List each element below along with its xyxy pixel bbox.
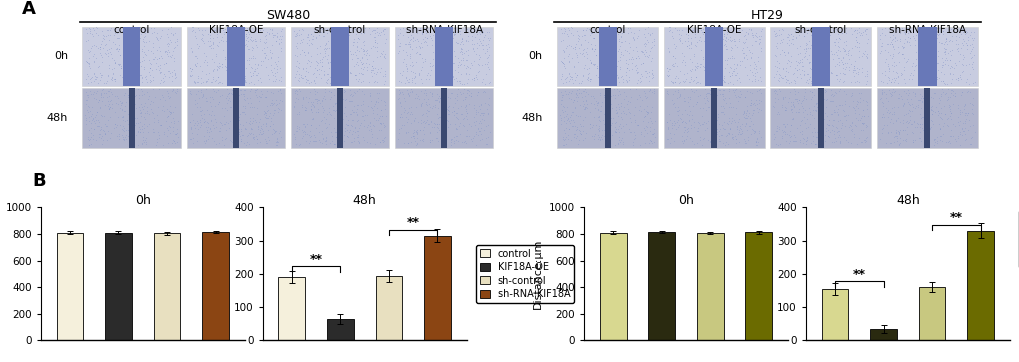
Bar bbox=[394, 27, 493, 86]
Bar bbox=[604, 88, 610, 148]
Bar bbox=[663, 88, 764, 148]
Text: **: ** bbox=[949, 211, 962, 224]
Bar bbox=[556, 27, 657, 86]
Text: 48h: 48h bbox=[47, 113, 68, 122]
Bar bbox=[599, 233, 626, 340]
Bar bbox=[817, 88, 823, 148]
Text: B: B bbox=[33, 172, 46, 190]
Bar bbox=[186, 88, 284, 148]
Text: HT29: HT29 bbox=[750, 9, 784, 22]
Bar bbox=[704, 27, 722, 86]
Bar bbox=[869, 329, 896, 340]
Bar bbox=[821, 289, 848, 340]
Text: control: control bbox=[589, 25, 626, 35]
Text: **: ** bbox=[309, 253, 322, 266]
Bar bbox=[202, 232, 228, 340]
Bar bbox=[232, 88, 238, 148]
Bar bbox=[441, 88, 446, 148]
Bar bbox=[598, 27, 616, 86]
Text: **: ** bbox=[407, 216, 419, 230]
Bar bbox=[556, 88, 657, 148]
Bar bbox=[435, 27, 452, 86]
Text: control: control bbox=[113, 25, 150, 35]
Bar bbox=[918, 287, 945, 340]
Text: **: ** bbox=[852, 268, 865, 281]
Bar bbox=[227, 27, 245, 86]
Bar bbox=[710, 88, 716, 148]
Bar bbox=[745, 232, 771, 340]
Text: sh-RNA KIF18A: sh-RNA KIF18A bbox=[888, 25, 965, 35]
Title: 48h: 48h bbox=[353, 194, 376, 207]
Bar bbox=[648, 232, 675, 340]
Y-axis label: Distance:μm: Distance:μm bbox=[533, 239, 543, 309]
Bar bbox=[923, 88, 929, 148]
Bar bbox=[876, 27, 977, 86]
Bar bbox=[105, 233, 131, 340]
Text: KIF18A-OE: KIF18A-OE bbox=[687, 25, 741, 35]
Bar bbox=[663, 27, 764, 86]
Bar bbox=[336, 88, 342, 148]
Text: sh-control: sh-control bbox=[794, 25, 846, 35]
Bar bbox=[696, 233, 722, 340]
Bar bbox=[186, 27, 284, 86]
Bar bbox=[966, 231, 994, 340]
Bar bbox=[876, 88, 977, 148]
Text: 48h: 48h bbox=[521, 113, 542, 122]
Bar bbox=[375, 275, 401, 340]
Text: sh-RNA KIF18A: sh-RNA KIF18A bbox=[406, 25, 482, 35]
Bar bbox=[278, 277, 305, 340]
Bar bbox=[917, 27, 935, 86]
Bar bbox=[769, 27, 870, 86]
Text: 0h: 0h bbox=[528, 51, 542, 61]
Bar bbox=[56, 233, 84, 340]
Bar bbox=[83, 88, 180, 148]
Text: A: A bbox=[21, 0, 36, 18]
Text: sh-control: sh-control bbox=[314, 25, 366, 35]
Title: 0h: 0h bbox=[135, 194, 151, 207]
Bar bbox=[424, 236, 450, 340]
Title: 0h: 0h bbox=[678, 194, 693, 207]
Bar bbox=[394, 88, 493, 148]
Bar bbox=[122, 27, 141, 86]
Bar bbox=[327, 319, 354, 340]
Legend: control, KIF18A-OE, sh-control, sh-RNA KIF18A: control, KIF18A-OE, sh-control, sh-RNA K… bbox=[1018, 210, 1019, 268]
Bar bbox=[154, 233, 180, 340]
Text: SW480: SW480 bbox=[266, 9, 310, 22]
Legend: control, KIF18A-OE, sh-control, sh-RNA KIF18A: control, KIF18A-OE, sh-control, sh-RNA K… bbox=[476, 245, 574, 303]
Bar bbox=[811, 27, 829, 86]
Bar bbox=[290, 27, 389, 86]
Text: KIF18A-OE: KIF18A-OE bbox=[208, 25, 263, 35]
Text: 0h: 0h bbox=[54, 51, 68, 61]
Bar bbox=[83, 27, 180, 86]
Bar bbox=[290, 88, 389, 148]
Bar bbox=[331, 27, 348, 86]
Bar bbox=[769, 88, 870, 148]
Bar bbox=[128, 88, 135, 148]
Title: 48h: 48h bbox=[895, 194, 919, 207]
